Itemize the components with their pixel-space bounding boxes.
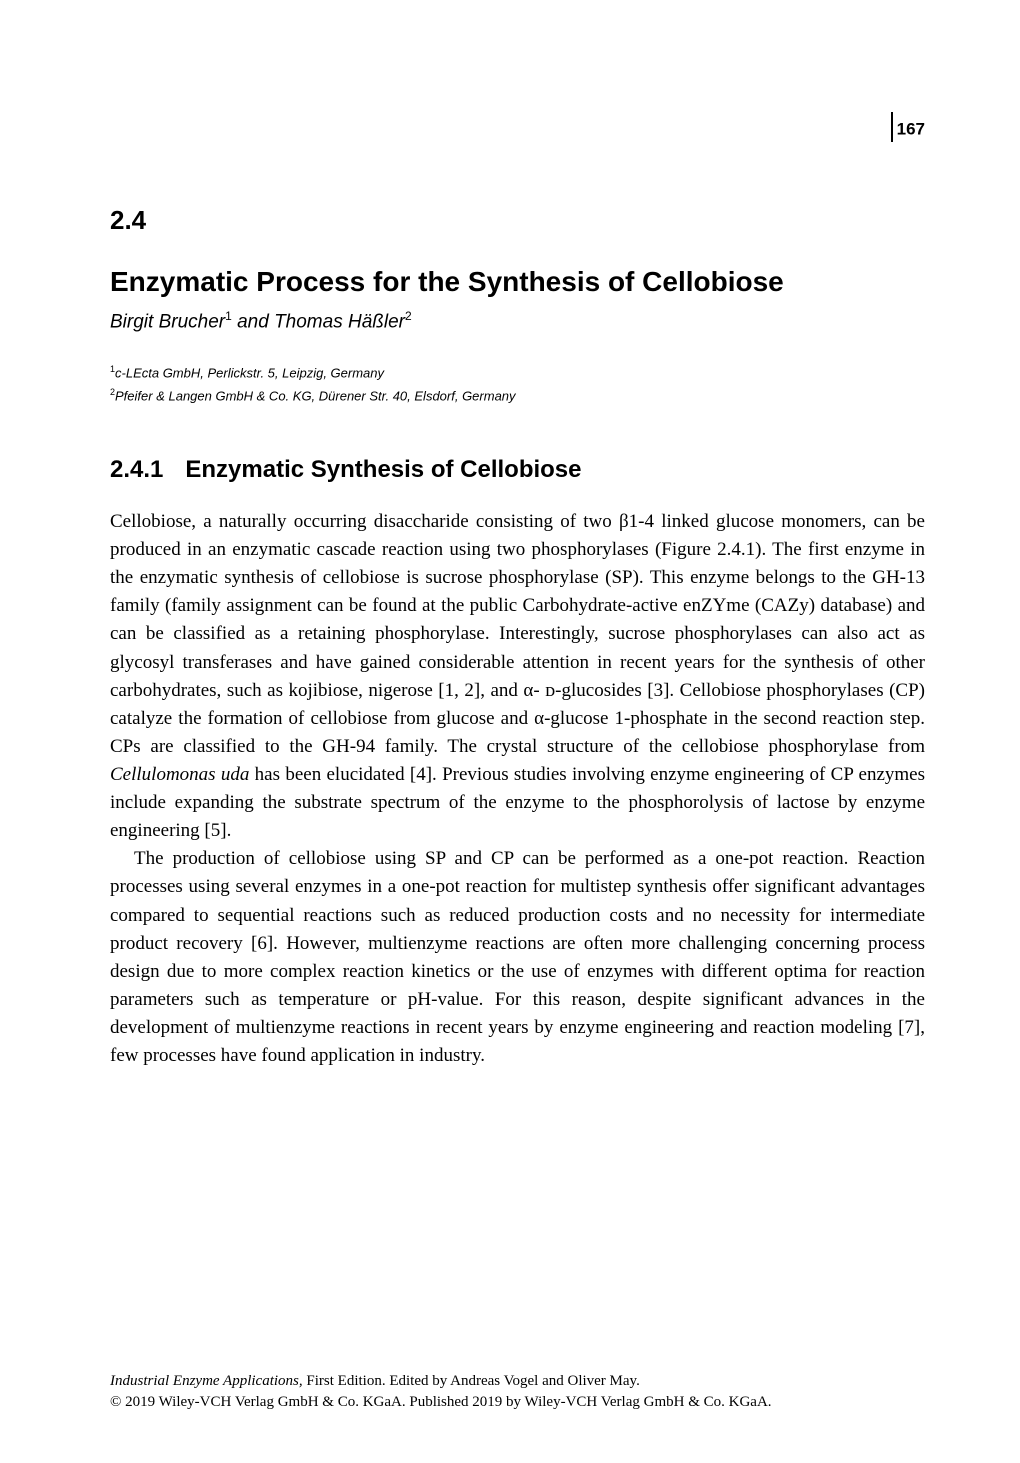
section-title: Enzymatic Synthesis of Cellobiose xyxy=(185,456,581,483)
page-number: 167 xyxy=(891,115,925,145)
affiliation-2-text: Pfeifer & Langen GmbH & Co. KG, Dürener … xyxy=(115,388,516,403)
affiliation-1: 1c-LEcta GmbH, Perlickstr. 5, Leipzig, G… xyxy=(110,363,925,383)
footer-line-1-rest: First Edition. Edited by Andreas Vogel a… xyxy=(303,1373,640,1389)
paragraph-2: The production of cellobiose using SP an… xyxy=(110,845,925,1070)
section-heading: 2.4.1 Enzymatic Synthesis of Cellobiose xyxy=(110,456,925,484)
footer-line-1: Industrial Enzyme Applications, First Ed… xyxy=(110,1371,925,1392)
chapter-title: Enzymatic Process for the Synthesis of C… xyxy=(110,264,925,299)
footer-line-1-italic: Industrial Enzyme Applications, xyxy=(110,1373,303,1389)
author-1-sup: 1 xyxy=(225,309,232,323)
footer-line-2: © 2019 Wiley-VCH Verlag GmbH & Co. KGaA.… xyxy=(110,1392,925,1413)
page-number-bar xyxy=(891,112,893,142)
page-number-text: 167 xyxy=(897,119,925,138)
paragraph-1: Cellobiose, a naturally occurring disacc… xyxy=(110,508,925,845)
paragraph-1-text: Cellobiose, a naturally occurring disacc… xyxy=(110,511,925,757)
affiliation-2: 2Pfeifer & Langen GmbH & Co. KG, Dürener… xyxy=(110,386,925,406)
paragraph-1-italic: Cellulomonas uda xyxy=(110,764,249,785)
author-connector: and xyxy=(232,311,274,332)
author-2: Thomas Häßler xyxy=(274,311,405,332)
authors-line: Birgit Brucher1 and Thomas Häßler2 xyxy=(110,309,925,333)
section-number: 2.4.1 xyxy=(110,456,163,483)
author-2-sup: 2 xyxy=(405,309,412,323)
affiliation-1-text: c-LEcta GmbH, Perlickstr. 5, Leipzig, Ge… xyxy=(115,366,384,381)
footer: Industrial Enzyme Applications, First Ed… xyxy=(110,1371,925,1413)
author-1: Birgit Brucher xyxy=(110,311,225,332)
chapter-number: 2.4 xyxy=(110,205,925,236)
